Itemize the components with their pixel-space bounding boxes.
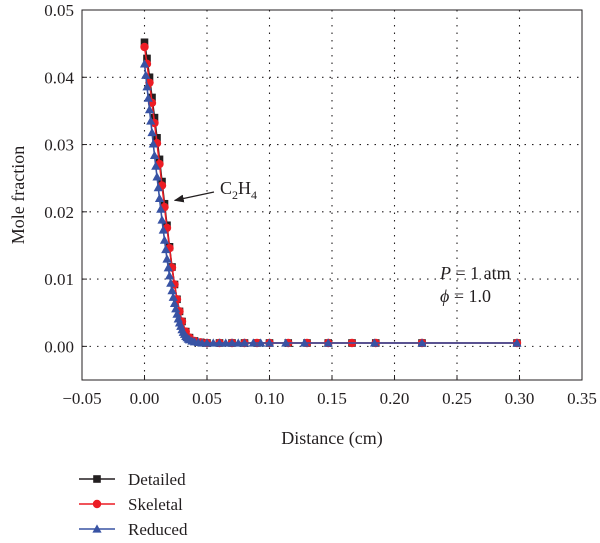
data-point-reduced: [172, 309, 182, 318]
legend-item-detailed: Detailed: [79, 470, 186, 489]
data-point-reduced: [512, 338, 522, 347]
y-tick-label: 0.01: [44, 270, 74, 289]
species-annotation: C2H4: [173, 178, 257, 203]
data-point-reduced: [281, 338, 291, 347]
data-point-reduced: [148, 139, 158, 148]
axis-ticks: −0.05 0.00 0.05 0.10 0.15 0.20 0.25 0.30 0.35 0.0…: [44, 1, 597, 408]
data-point-reduced: [248, 338, 258, 347]
data-point-reduced: [417, 338, 427, 347]
data-point-reduced: [171, 304, 181, 313]
data-point-reduced: [299, 338, 310, 347]
data-point-reduced: [152, 172, 162, 181]
x-tick-label: 0.25: [442, 389, 472, 408]
legend-label-skeletal: Skeletal: [128, 495, 183, 514]
x-tick-label: 0.05: [192, 389, 222, 408]
data-point-reduced: [153, 183, 163, 192]
equivalence-ratio-annotation: ϕ = 1.0: [440, 286, 491, 306]
data-point-reduced: [166, 278, 176, 287]
phi-symbol: ϕ: [440, 286, 449, 306]
y-axis-label: Mole fraction: [8, 146, 28, 244]
data-point-reduced: [163, 263, 173, 272]
x-tick-label: 0.15: [317, 389, 347, 408]
data-point-reduced: [144, 104, 155, 114]
legend-item-skeletal: Skeletal: [79, 495, 183, 514]
species-main: C: [220, 178, 232, 198]
x-axis-label: Distance (cm): [281, 428, 382, 449]
species-mid: H: [238, 178, 251, 198]
data-point-reduced: [221, 338, 231, 347]
legend-item-reduced: Reduced: [79, 520, 188, 539]
data-point-reduced: [158, 225, 168, 234]
data-point-reduced: [157, 215, 167, 224]
data-point-reduced: [147, 127, 157, 137]
data-point-reduced: [239, 338, 250, 347]
legend-label-reduced: Reduced: [128, 520, 188, 539]
x-tick-label: −0.05: [62, 389, 101, 408]
annotation-arrow: [173, 191, 215, 203]
data-point-reduced: [169, 298, 180, 307]
data-point-reduced: [141, 70, 151, 79]
legend: Detailed Skeletal Reduced: [79, 470, 188, 539]
data-point-reduced: [146, 116, 156, 125]
legend-marker-detailed: [93, 475, 101, 483]
data-point-reduced: [151, 161, 161, 170]
pressure-symbol: P: [439, 263, 451, 283]
data-point-reduced: [369, 338, 380, 347]
data-point-reduced: [167, 285, 177, 295]
y-tick-label: 0.02: [44, 203, 74, 222]
y-tick-label: 0.05: [44, 1, 74, 20]
data-point-reduced: [164, 271, 175, 280]
data-point-reduced: [139, 59, 150, 68]
pressure-value: = 1 atm: [451, 263, 511, 283]
data-point-reduced: [142, 82, 152, 91]
data-point-reduced: [214, 338, 225, 347]
x-tick-label: 0.30: [505, 389, 535, 408]
legend-marker-reduced: [92, 524, 102, 533]
species-subscript-2: 4: [251, 188, 257, 202]
y-tick-label: 0.03: [44, 136, 74, 155]
data-point-reduced: [256, 338, 266, 347]
x-tick-label: 0.00: [130, 389, 160, 408]
data-point-detailed: [140, 38, 149, 47]
data-point-reduced: [227, 338, 237, 347]
series-reduced: [139, 59, 522, 347]
species-label: C2H4: [220, 178, 257, 202]
data-point-reduced: [149, 150, 160, 159]
data-point-reduced: [154, 193, 165, 203]
x-tick-label: 0.10: [255, 389, 285, 408]
legend-marker-skeletal: [92, 499, 102, 509]
data-point-reduced: [168, 292, 178, 301]
data-point-reduced: [156, 204, 166, 213]
pressure-annotation: P = 1 atm: [439, 263, 511, 283]
data-point-reduced: [162, 254, 172, 263]
species-subscript-1: 2: [232, 188, 238, 202]
data-point-reduced: [264, 338, 275, 347]
legend-label-detailed: Detailed: [128, 470, 186, 489]
data-point-reduced: [161, 244, 171, 254]
y-tick-label: 0.00: [44, 337, 74, 356]
data-point-reduced: [208, 338, 218, 347]
data-point-reduced: [323, 338, 333, 347]
phi-value: = 1.0: [449, 286, 491, 306]
data-point-reduced: [143, 93, 153, 102]
series-group: [139, 38, 522, 348]
y-tick-label: 0.04: [44, 68, 74, 87]
x-tick-label: 0.35: [567, 389, 597, 408]
x-tick-label: 0.20: [380, 389, 410, 408]
data-point-skeletal: [140, 42, 149, 52]
data-point-reduced: [202, 338, 212, 347]
data-point-reduced: [233, 338, 243, 347]
data-point-reduced: [159, 235, 170, 244]
